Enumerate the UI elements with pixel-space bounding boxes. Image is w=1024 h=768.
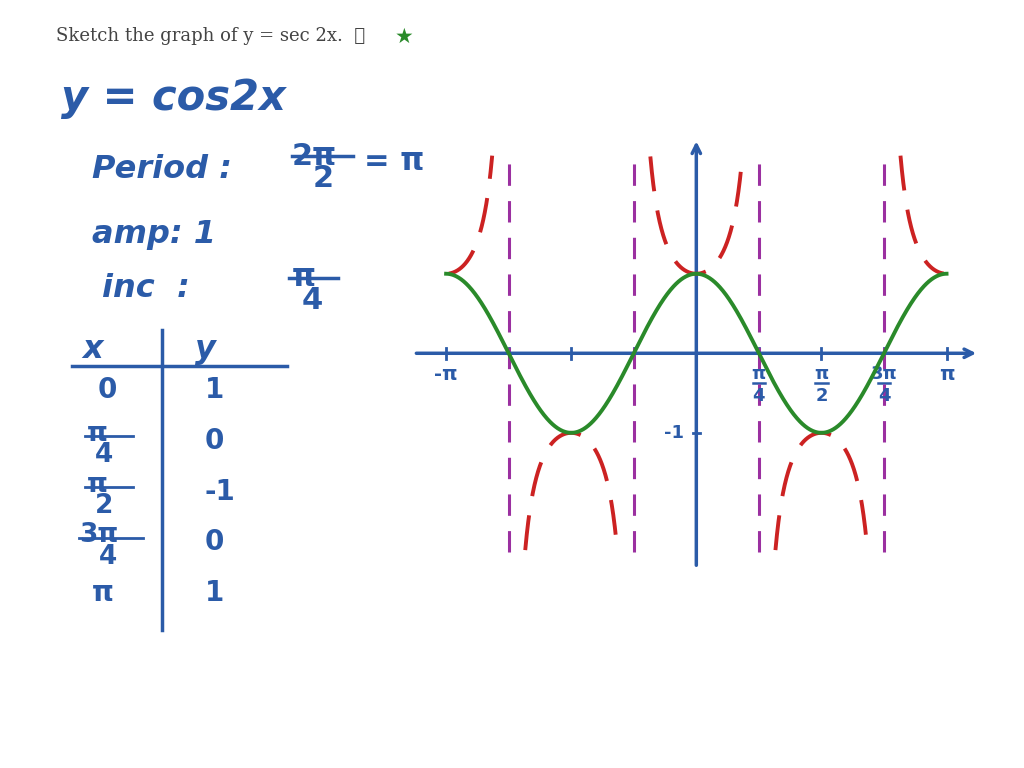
Text: 4: 4 (95, 442, 114, 468)
Text: 2: 2 (815, 388, 827, 406)
Text: -1: -1 (205, 478, 236, 505)
Text: = π: = π (364, 147, 424, 177)
Text: 2π: 2π (292, 142, 337, 171)
Text: π: π (87, 421, 108, 447)
Text: Period :: Period : (92, 154, 232, 184)
Text: π: π (87, 472, 108, 498)
Text: 3π: 3π (870, 366, 897, 383)
Text: 0: 0 (205, 427, 224, 455)
Text: 2: 2 (312, 164, 334, 193)
Text: 4: 4 (302, 286, 324, 315)
Text: 4: 4 (878, 388, 890, 406)
Text: amp: 1: amp: 1 (92, 219, 216, 250)
Text: 4: 4 (753, 388, 765, 406)
Text: 0: 0 (97, 376, 117, 404)
Text: π: π (292, 263, 316, 292)
Text: π: π (92, 579, 114, 607)
Text: 0: 0 (205, 528, 224, 556)
Text: π: π (939, 366, 954, 384)
Text: y = cos2x: y = cos2x (61, 77, 287, 119)
Text: inc  :: inc : (102, 273, 190, 303)
Text: ★: ★ (394, 27, 413, 47)
Text: 2: 2 (95, 493, 114, 519)
Text: π: π (814, 366, 828, 383)
Text: 3π: 3π (79, 522, 118, 548)
Text: -1: -1 (665, 424, 684, 442)
Text: x: x (82, 334, 102, 365)
Text: y: y (195, 334, 215, 365)
Text: 1: 1 (205, 579, 224, 607)
Text: 4: 4 (99, 544, 118, 570)
Text: -π: -π (434, 366, 458, 384)
Text: Sketch the graph of y = sec 2x.  ★: Sketch the graph of y = sec 2x. ★ (56, 27, 366, 45)
Text: π: π (752, 366, 766, 383)
Text: 1: 1 (205, 376, 224, 404)
